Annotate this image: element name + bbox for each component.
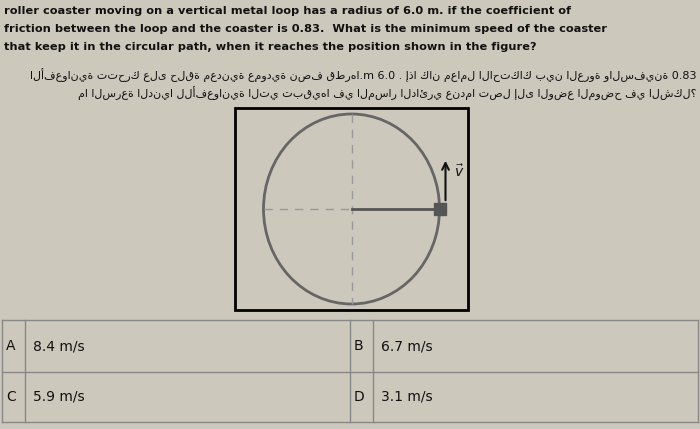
- Bar: [433, 203, 445, 215]
- Text: A: A: [6, 339, 15, 353]
- Text: roller coaster moving on a vertical metal loop has a radius of 6.0 m. if the coe: roller coaster moving on a vertical meta…: [4, 6, 571, 16]
- Text: that keep it in the circular path, when it reaches the position shown in the fig: that keep it in the circular path, when …: [4, 42, 536, 52]
- Text: الأفعوانية تتحرك على حلقة معدنية عمودية نصف قطرها.m 6.0 . إذا كان معامل الاحتكاك: الأفعوانية تتحرك على حلقة معدنية عمودية …: [29, 68, 696, 82]
- Text: ما السرعة الدنيا للأفعوانية التي تبقيها في المسار الدائري عندما تصل إلى الوضع ال: ما السرعة الدنيا للأفعوانية التي تبقيها …: [78, 86, 696, 100]
- Text: 8.4 m/s: 8.4 m/s: [33, 339, 85, 353]
- Text: friction between the loop and the coaster is 0.83.  What is the minimum speed of: friction between the loop and the coaste…: [4, 24, 607, 34]
- Text: C: C: [6, 390, 15, 404]
- Text: 6.7 m/s: 6.7 m/s: [381, 339, 433, 353]
- Text: $\vec{v}$: $\vec{v}$: [454, 163, 464, 180]
- Text: D: D: [354, 390, 365, 404]
- Text: 5.9 m/s: 5.9 m/s: [33, 390, 85, 404]
- Text: B: B: [354, 339, 363, 353]
- Text: 3.1 m/s: 3.1 m/s: [381, 390, 433, 404]
- Bar: [235, 108, 468, 310]
